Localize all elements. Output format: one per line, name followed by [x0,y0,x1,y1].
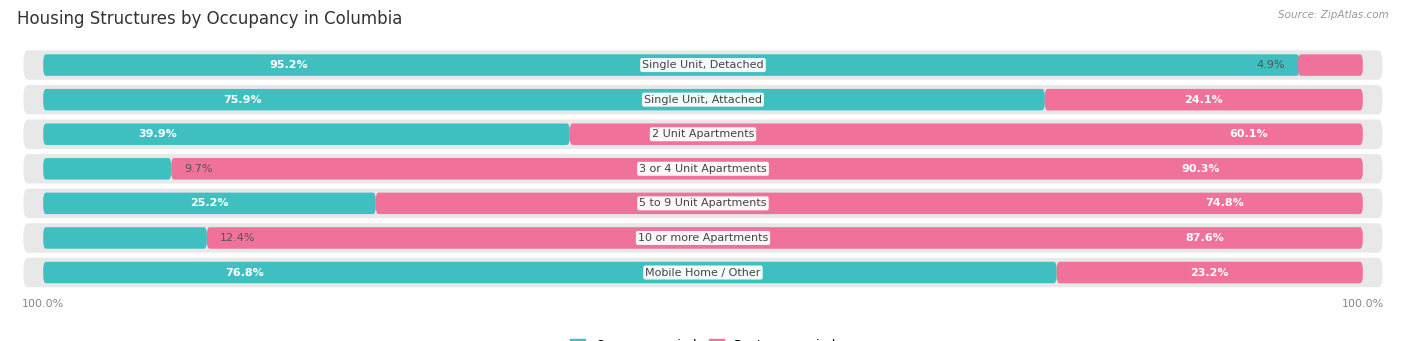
Text: 12.4%: 12.4% [221,233,256,243]
Text: 9.7%: 9.7% [184,164,212,174]
FancyBboxPatch shape [207,227,1362,249]
FancyBboxPatch shape [44,158,172,179]
FancyBboxPatch shape [44,123,569,145]
FancyBboxPatch shape [44,227,207,249]
Text: 2 Unit Apartments: 2 Unit Apartments [652,129,754,139]
Text: 95.2%: 95.2% [270,60,308,70]
FancyBboxPatch shape [24,223,1382,253]
FancyBboxPatch shape [1298,54,1362,76]
FancyBboxPatch shape [44,54,1299,76]
Text: 76.8%: 76.8% [226,268,264,278]
Text: 75.9%: 75.9% [224,95,262,105]
Text: 87.6%: 87.6% [1185,233,1225,243]
FancyBboxPatch shape [44,123,569,145]
Legend: Owner-occupied, Renter-occupied: Owner-occupied, Renter-occupied [565,334,841,341]
FancyBboxPatch shape [375,193,1362,214]
Text: 5 to 9 Unit Apartments: 5 to 9 Unit Apartments [640,198,766,208]
FancyBboxPatch shape [375,193,1362,214]
FancyBboxPatch shape [44,193,375,214]
FancyBboxPatch shape [1298,54,1362,76]
FancyBboxPatch shape [24,258,1382,287]
FancyBboxPatch shape [207,227,1362,249]
Text: 23.2%: 23.2% [1191,268,1229,278]
Text: Source: ZipAtlas.com: Source: ZipAtlas.com [1278,10,1389,20]
Text: 3 or 4 Unit Apartments: 3 or 4 Unit Apartments [640,164,766,174]
Text: 60.1%: 60.1% [1229,129,1268,139]
FancyBboxPatch shape [44,89,1045,110]
FancyBboxPatch shape [172,158,1362,179]
FancyBboxPatch shape [44,227,207,249]
FancyBboxPatch shape [172,158,1362,179]
FancyBboxPatch shape [1057,262,1362,283]
FancyBboxPatch shape [569,123,1362,145]
Text: 90.3%: 90.3% [1181,164,1220,174]
FancyBboxPatch shape [24,154,1382,183]
Text: Mobile Home / Other: Mobile Home / Other [645,268,761,278]
Text: Housing Structures by Occupancy in Columbia: Housing Structures by Occupancy in Colum… [17,10,402,28]
FancyBboxPatch shape [1057,262,1362,283]
FancyBboxPatch shape [24,120,1382,149]
FancyBboxPatch shape [1045,89,1362,110]
Text: 39.9%: 39.9% [138,129,177,139]
FancyBboxPatch shape [44,262,1057,283]
Text: 4.9%: 4.9% [1257,60,1285,70]
FancyBboxPatch shape [44,158,172,179]
Text: Single Unit, Attached: Single Unit, Attached [644,95,762,105]
FancyBboxPatch shape [569,123,1362,145]
FancyBboxPatch shape [1045,89,1362,110]
FancyBboxPatch shape [44,54,1299,76]
Text: 24.1%: 24.1% [1184,95,1223,105]
Text: Single Unit, Detached: Single Unit, Detached [643,60,763,70]
FancyBboxPatch shape [44,89,1045,110]
FancyBboxPatch shape [24,85,1382,114]
FancyBboxPatch shape [24,50,1382,80]
FancyBboxPatch shape [44,262,1057,283]
FancyBboxPatch shape [24,189,1382,218]
Text: 74.8%: 74.8% [1205,198,1244,208]
Text: 25.2%: 25.2% [190,198,229,208]
FancyBboxPatch shape [44,193,375,214]
Text: 10 or more Apartments: 10 or more Apartments [638,233,768,243]
